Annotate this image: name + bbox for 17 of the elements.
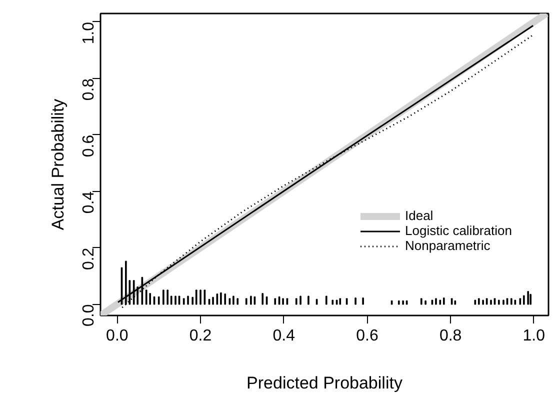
y-tick-label: 0.6	[80, 134, 98, 158]
y-axis-title: Actual Probability	[48, 98, 68, 230]
y-tick-label: 0.0	[80, 304, 98, 326]
legend-label: Ideal	[405, 208, 434, 223]
x-tick-label: 0.0	[106, 328, 128, 344]
x-tick-label: 0.6	[356, 328, 378, 344]
x-axis-title: Predicted Probability	[246, 374, 403, 392]
y-tick-label: 0.4	[80, 191, 98, 214]
y-tick-label: 0.8	[80, 78, 98, 101]
x-tick-label: 0.8	[439, 328, 462, 344]
x-tick-label: 1.0	[522, 328, 546, 344]
legend-label: Logistic calibration	[405, 223, 512, 238]
y-tick-label: 0.2	[80, 248, 98, 270]
legend-label: Nonparametric	[405, 238, 490, 253]
x-tick-label: 0.4	[272, 328, 296, 344]
x-tick-label: 0.2	[189, 328, 212, 344]
y-tick-label: 1.0	[80, 22, 98, 44]
